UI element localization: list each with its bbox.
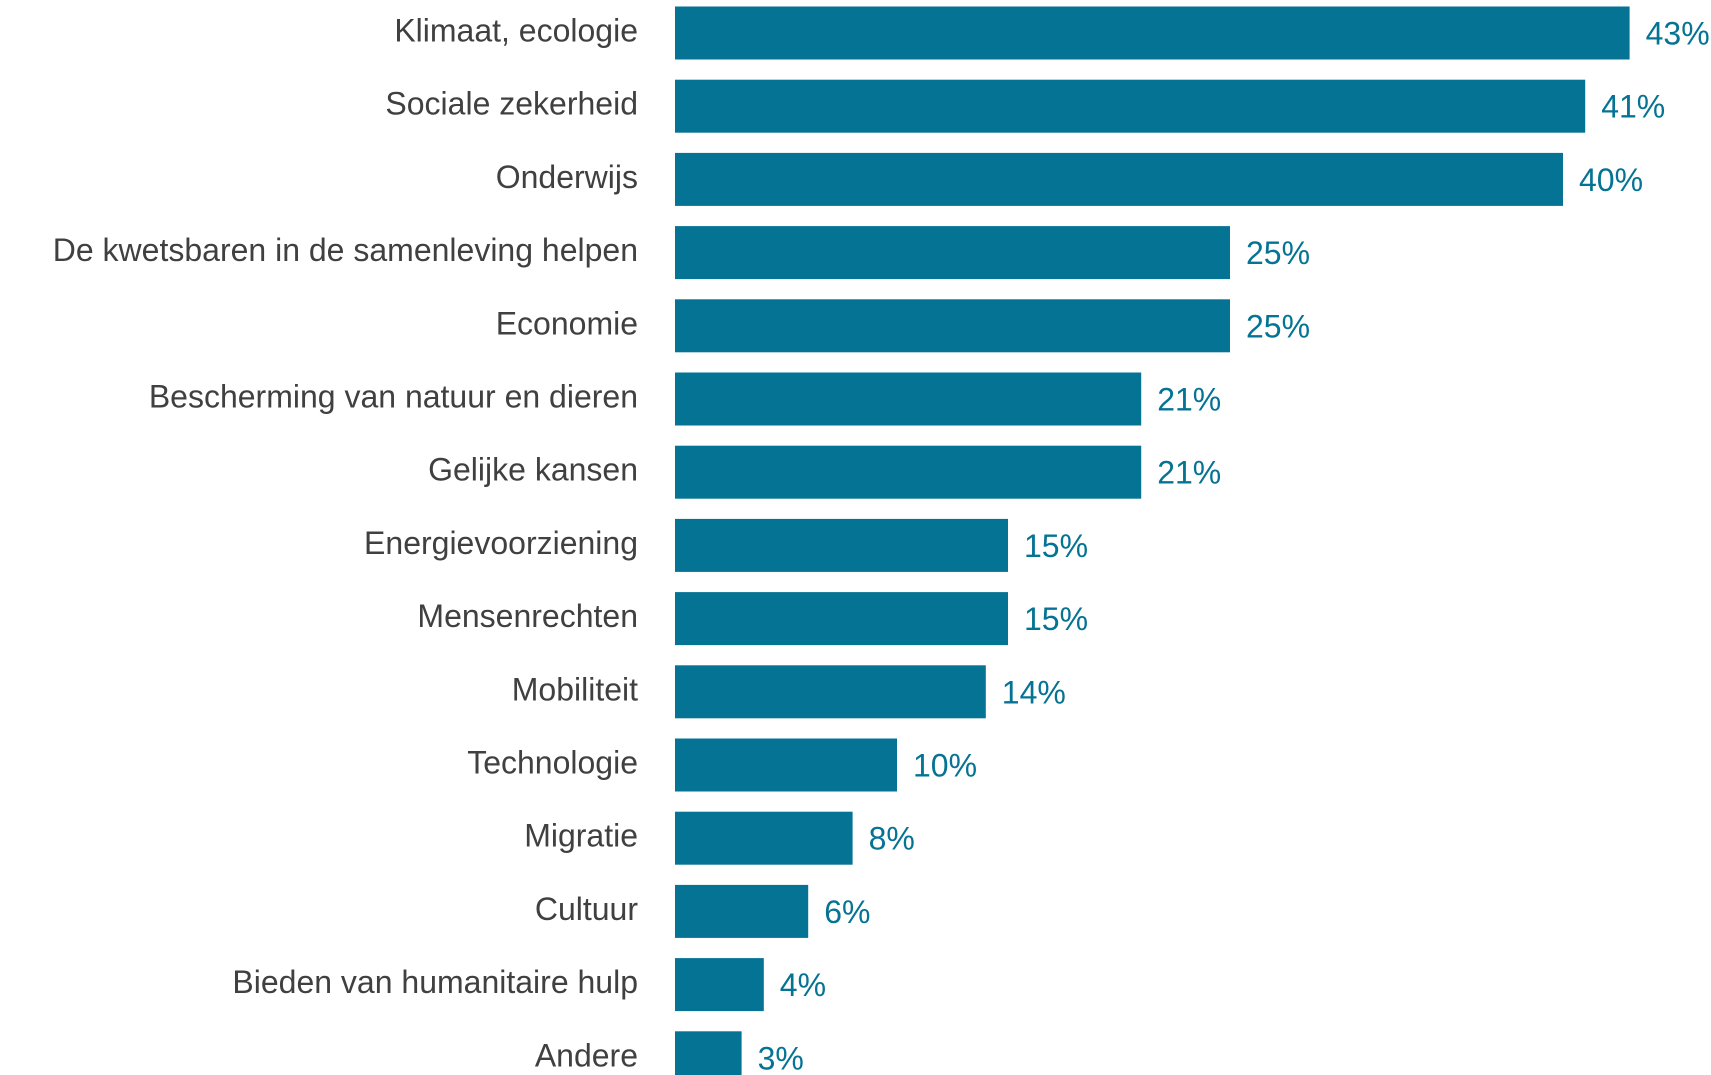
value-label: 21%	[1157, 381, 1221, 417]
value-label: 21%	[1157, 455, 1221, 491]
value-label: 25%	[1246, 235, 1310, 271]
category-labels: Klimaat, ecologie Sociale zekerheid Onderw…	[53, 12, 639, 1073]
bar	[675, 445, 1142, 499]
value-labels: 43% 41% 40% 25% 25% 21% 21% 15% 15% 14% 10% 8% 6% 4% 3…	[758, 15, 1710, 1075]
value-label: 15%	[1024, 601, 1088, 637]
bar	[675, 592, 1008, 646]
value-label: 3%	[758, 1040, 804, 1075]
category-label: Andere	[535, 1037, 638, 1073]
bar	[675, 6, 1630, 60]
category-label: Sociale zekerheid	[385, 86, 638, 122]
category-label: Bieden van humanitaire hulp	[232, 964, 638, 1000]
value-label: 40%	[1579, 162, 1643, 198]
value-label: 10%	[913, 747, 977, 783]
bar	[675, 152, 1563, 206]
bar	[675, 738, 897, 792]
category-label: Mobiliteit	[512, 671, 638, 707]
bar	[675, 79, 1586, 133]
value-label: 15%	[1024, 528, 1088, 564]
category-label: Economie	[496, 305, 638, 341]
category-label: Gelijke kansen	[428, 452, 638, 488]
value-label: 8%	[869, 821, 915, 857]
bar	[675, 884, 809, 938]
category-label: Mensenrechten	[417, 598, 638, 634]
value-label: 41%	[1601, 89, 1665, 125]
value-label: 43%	[1646, 15, 1710, 51]
value-label: 4%	[780, 967, 826, 1003]
category-label: De kwetsbaren in de samenleving helpen	[53, 232, 638, 268]
category-label: Onderwijs	[496, 159, 638, 195]
category-label: Technologie	[467, 744, 638, 780]
bar	[675, 299, 1230, 353]
bar	[675, 1031, 742, 1075]
bar	[675, 665, 986, 719]
category-label: Cultuur	[535, 891, 639, 927]
bar	[675, 518, 1008, 572]
bar	[675, 372, 1142, 426]
bar	[675, 811, 853, 865]
bars	[675, 6, 1630, 1075]
value-label: 14%	[1002, 674, 1066, 710]
bar	[675, 226, 1230, 280]
bar	[675, 958, 764, 1012]
category-label: Migratie	[524, 818, 638, 854]
value-label: 6%	[824, 894, 870, 930]
category-label: Bescherming van natuur en dieren	[149, 378, 638, 414]
category-label: Klimaat, ecologie	[394, 12, 638, 48]
value-label: 25%	[1246, 308, 1310, 344]
category-label: Energievoorziening	[364, 525, 638, 561]
